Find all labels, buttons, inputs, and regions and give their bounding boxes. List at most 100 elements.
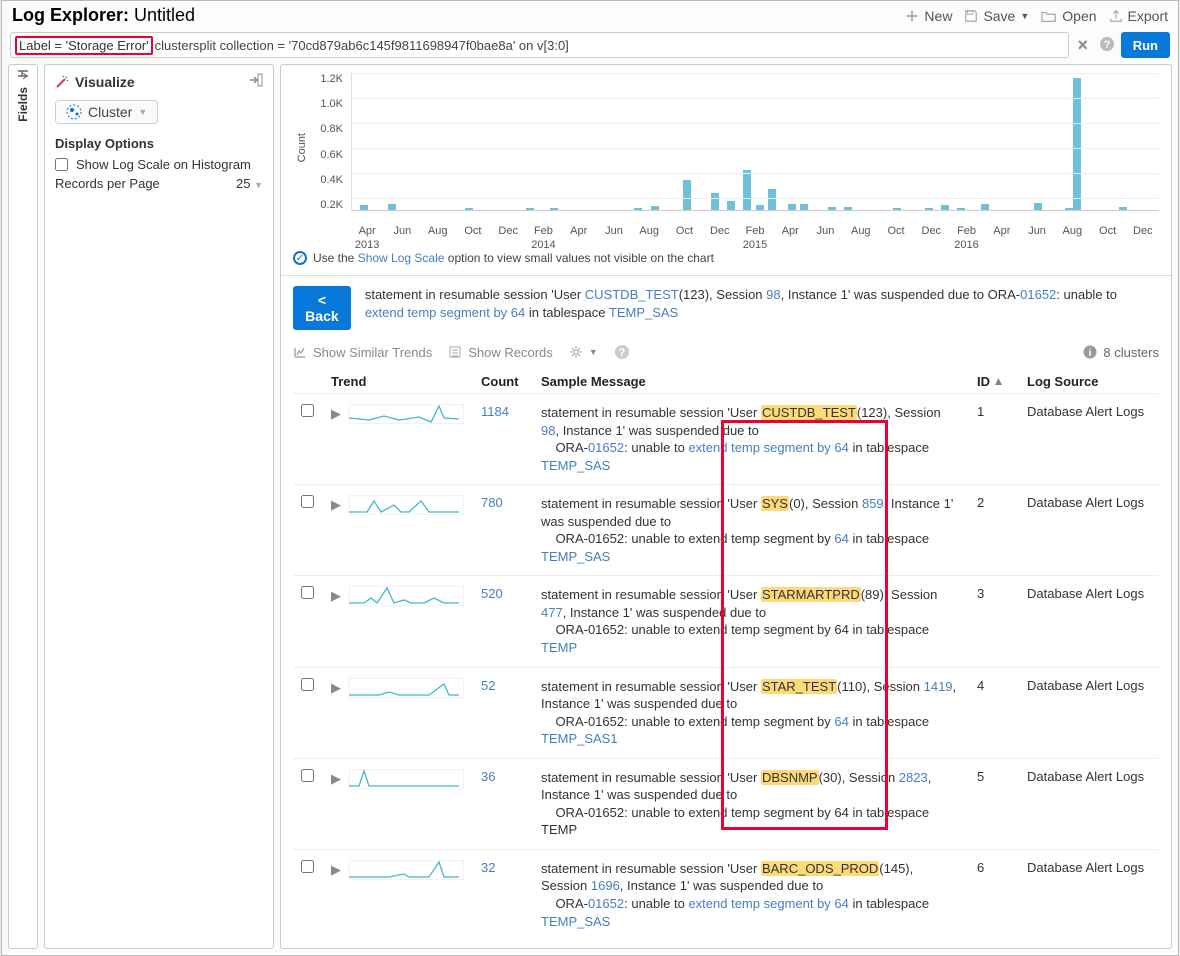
export-button[interactable]: Export (1109, 8, 1168, 24)
tablespace-link[interactable]: TEMP_SAS1 (541, 731, 618, 746)
rpp-label: Records per Page (55, 176, 160, 191)
tablespace-link[interactable]: TEMP_SAS (541, 458, 610, 473)
page-title: Log Explorer: Untitled (12, 5, 195, 26)
expand-icon[interactable]: ▶ (331, 680, 341, 696)
visualize-panel: Visualize Cluster ▼ Display Options Show… (44, 64, 274, 949)
title-bar: Log Explorer: Untitled New Save ▼ Open E… (2, 1, 1178, 28)
info-icon: i (1083, 345, 1097, 359)
chevron-down-icon: ▼ (254, 180, 263, 190)
row-checkbox[interactable] (301, 404, 314, 417)
row-checkbox[interactable] (301, 678, 314, 691)
y-axis-label: Count (293, 133, 311, 162)
trend-sparkline (349, 404, 464, 424)
show-log-scale-link[interactable]: Show Log Scale (358, 251, 445, 265)
chevron-down-icon: ▼ (589, 347, 598, 357)
sample-message: statement in resumable session 'User DBS… (533, 758, 969, 849)
count-link[interactable]: 1184 (481, 404, 509, 419)
help-icon[interactable]: ? (1097, 36, 1117, 55)
fields-tab[interactable]: Fields (8, 64, 38, 949)
user-link[interactable]: CUSTDB_TEST (585, 287, 679, 302)
extend-link[interactable]: extend temp segment by 64 (688, 440, 848, 455)
session-link[interactable]: 477 (541, 605, 563, 620)
col-id[interactable]: ID (969, 368, 1019, 394)
clear-icon[interactable]: × (1073, 35, 1093, 56)
tablespace-link[interactable]: TEMP_SAS (609, 305, 678, 320)
table-row: ▶780statement in resumable session 'User… (293, 485, 1159, 576)
row-id: 6 (969, 849, 1019, 940)
chevron-down-icon: ▼ (138, 107, 147, 117)
row-checkbox[interactable] (301, 586, 314, 599)
col-count[interactable]: Count (473, 368, 533, 394)
table-row: ▶ 36 statement in resumable session 'User … (293, 758, 1159, 849)
row-checkbox[interactable] (301, 860, 314, 873)
num-link[interactable]: 64 (834, 531, 848, 546)
col-trend[interactable]: Trend (323, 368, 473, 394)
histogram-chart[interactable]: Count 1.2K1.0K0.8K0.6K0.4K0.2K Apr2013Ju… (293, 73, 1159, 223)
sample-message: statement in resumable session 'User BAR… (533, 849, 969, 940)
ora-code-link[interactable]: 01652 (1020, 287, 1056, 302)
visualize-title: Visualize (55, 74, 135, 90)
session-link[interactable]: 98 (541, 423, 555, 438)
results-table: Trend Count Sample Message ID Log Source… (293, 368, 1159, 940)
collapse-icon[interactable] (249, 73, 263, 90)
trend-sparkline (349, 769, 464, 789)
session-link[interactable]: 98 (766, 287, 780, 302)
expand-icon[interactable]: ▶ (331, 862, 341, 878)
wand-icon (55, 75, 69, 89)
run-button[interactable]: Run (1121, 32, 1170, 58)
session-link[interactable]: 859 (862, 496, 884, 511)
user-highlight: DBSNMP (761, 770, 819, 785)
col-sample[interactable]: Sample Message (533, 368, 969, 394)
num-link[interactable]: 64 (834, 714, 848, 729)
session-link[interactable]: 1419 (924, 679, 953, 694)
session-link[interactable]: 2823 (899, 770, 928, 785)
show-similar-trends[interactable]: Show Similar Trends (293, 345, 432, 360)
content-area: Count 1.2K1.0K0.8K0.6K0.4K0.2K Apr2013Ju… (280, 64, 1172, 949)
trend-sparkline (349, 586, 464, 606)
tablespace-link[interactable]: TEMP_SAS (541, 549, 610, 564)
count-link[interactable]: 36 (481, 769, 495, 784)
expand-icon[interactable]: ▶ (331, 406, 341, 422)
show-records[interactable]: Show Records (448, 345, 553, 360)
toolbar-help[interactable]: ? (614, 344, 630, 360)
back-button[interactable]: < Back (293, 286, 351, 330)
ora-code-link[interactable]: 01652 (588, 440, 624, 455)
expand-icon[interactable]: ▶ (331, 497, 341, 513)
tablespace-link[interactable]: TEMP (541, 640, 577, 655)
cluster-dropdown[interactable]: Cluster ▼ (55, 100, 158, 124)
table-row: ▶ 32 statement in resumable session 'User … (293, 849, 1159, 940)
query-input[interactable]: Label = 'Storage Error' clustersplit col… (10, 32, 1069, 58)
extend-link[interactable]: extend temp segment by 64 (688, 896, 848, 911)
table-row: ▶1184statement in resumable session 'Use… (293, 394, 1159, 485)
user-highlight: SYS (761, 496, 789, 511)
save-button[interactable]: Save ▼ (964, 8, 1029, 24)
expand-icon[interactable]: ▶ (331, 771, 341, 787)
settings-menu[interactable]: ▼ (569, 345, 598, 359)
row-checkbox[interactable] (301, 495, 314, 508)
count-link[interactable]: 32 (481, 860, 495, 875)
row-source: Database Alert Logs (1019, 485, 1159, 576)
row-id: 4 (969, 667, 1019, 758)
count-link[interactable]: 520 (481, 586, 503, 601)
display-options-title: Display Options (55, 136, 263, 151)
tablespace-link[interactable]: TEMP_SAS (541, 914, 610, 929)
open-button[interactable]: Open (1041, 8, 1096, 24)
log-scale-checkbox[interactable] (55, 158, 68, 171)
user-highlight: BARC_ODS_PROD (761, 861, 879, 876)
col-source[interactable]: Log Source (1019, 368, 1159, 394)
fields-icon (16, 69, 30, 83)
table-row: ▶520statement in resumable session 'User… (293, 576, 1159, 667)
new-button[interactable]: New (905, 8, 952, 24)
cluster-icon (66, 104, 82, 120)
count-link[interactable]: 52 (481, 678, 495, 693)
ora-code-link[interactable]: 01652 (588, 896, 624, 911)
rpp-select[interactable]: 25 ▼ (236, 176, 263, 191)
extend-link[interactable]: extend temp segment by 64 (365, 305, 525, 320)
row-source: Database Alert Logs (1019, 758, 1159, 849)
row-checkbox[interactable] (301, 769, 314, 782)
count-link[interactable]: 780 (481, 495, 503, 510)
expand-icon[interactable]: ▶ (331, 588, 341, 604)
row-id: 1 (969, 394, 1019, 485)
row-source: Database Alert Logs (1019, 667, 1159, 758)
session-link[interactable]: 1696 (591, 878, 620, 893)
